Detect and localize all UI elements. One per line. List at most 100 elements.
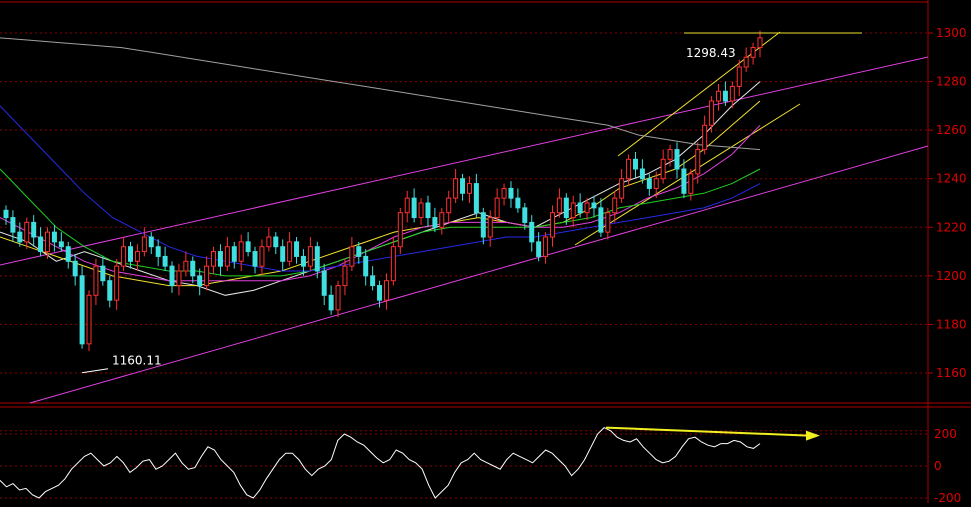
candle-body-85 <box>591 202 597 209</box>
candle-body-25 <box>176 270 182 287</box>
candle-body-80 <box>556 197 562 214</box>
candle-body-59 <box>411 197 417 219</box>
candle-body-81 <box>563 197 569 219</box>
candle-body-32 <box>224 246 230 267</box>
candle-body-104 <box>722 90 728 102</box>
candle-body-37 <box>259 246 265 267</box>
candle-46 <box>321 263 327 305</box>
candle-85 <box>591 195 597 218</box>
candle-70 <box>487 210 493 247</box>
candle-8 <box>58 232 64 252</box>
candle-17 <box>121 237 127 271</box>
candle-body-15 <box>107 280 113 301</box>
candle-29 <box>204 256 210 291</box>
candle-106 <box>736 59 742 97</box>
candle-87 <box>605 207 611 240</box>
candle-body-109 <box>757 37 763 49</box>
candle-body-84 <box>584 202 590 214</box>
candle-11 <box>79 266 85 349</box>
candle-body-61 <box>425 202 431 219</box>
candle-76 <box>529 215 535 252</box>
candle-31 <box>217 244 223 276</box>
candle-body-20 <box>141 236 147 253</box>
candle-body-40 <box>280 246 286 262</box>
y-tick-label-1240: 1240 <box>936 172 967 186</box>
candle-body-49 <box>342 265 348 287</box>
candle-body-73 <box>508 187 514 199</box>
candle-4 <box>31 215 37 247</box>
candle-59 <box>411 188 417 223</box>
candle-body-51 <box>356 246 362 257</box>
candle-72 <box>501 183 507 206</box>
candle-body-2 <box>17 231 23 243</box>
channel-upper-line <box>0 56 929 266</box>
candle-77 <box>536 232 542 262</box>
candle-98 <box>681 159 687 199</box>
candle-104 <box>722 81 728 106</box>
divergence-arrow-line <box>605 426 809 437</box>
sub-tick-label-200: 200 <box>934 427 957 441</box>
trend-channel <box>0 31 929 404</box>
candle-28 <box>197 268 203 296</box>
candle-body-102 <box>709 100 715 126</box>
candle-15 <box>107 275 113 308</box>
candle-body-93 <box>646 178 652 189</box>
candle-75 <box>522 203 528 230</box>
candle-body-106 <box>736 66 742 87</box>
candle-63 <box>439 207 445 235</box>
candle-body-98 <box>681 168 687 194</box>
candle-body-88 <box>612 197 618 214</box>
candle-body-1 <box>10 217 16 233</box>
candle-45 <box>314 241 320 279</box>
candle-105 <box>729 81 735 109</box>
candle-73 <box>508 181 514 208</box>
candle-body-9 <box>65 246 71 262</box>
candle-body-62 <box>432 217 438 228</box>
candle-26 <box>183 251 189 276</box>
candle-67 <box>466 176 472 203</box>
candle-body-24 <box>169 265 175 287</box>
candle-body-21 <box>148 236 154 248</box>
candle-body-22 <box>155 246 161 257</box>
candle-body-39 <box>273 236 279 248</box>
y-tick-label-1160: 1160 <box>936 366 967 380</box>
candle-49 <box>342 258 348 296</box>
candle-body-26 <box>183 260 189 272</box>
candle-56 <box>390 237 396 286</box>
moving-average-lines <box>0 37 761 296</box>
candle-20 <box>141 227 147 257</box>
candle-58 <box>404 190 410 223</box>
candle-body-12 <box>86 294 92 345</box>
candle-body-74 <box>515 197 521 209</box>
candle-body-66 <box>460 178 466 194</box>
candle-22 <box>155 239 161 267</box>
candle-79 <box>549 205 555 247</box>
candle-body-79 <box>549 212 555 238</box>
cci-line <box>0 426 761 499</box>
y-tick-label-1200: 1200 <box>936 269 967 283</box>
candle-body-45 <box>314 246 320 272</box>
candle-body-92 <box>639 168 645 180</box>
candle-body-43 <box>300 255 306 267</box>
low-marker-line <box>81 368 109 374</box>
ma-line-1 <box>0 100 761 287</box>
candle-0 <box>3 205 9 225</box>
candle-88 <box>612 190 618 223</box>
y-tick-label-1300: 1300 <box>936 26 967 40</box>
sub-tick-label--200: -200 <box>934 491 961 503</box>
candle-109 <box>757 30 763 58</box>
candle-35 <box>245 232 251 257</box>
candle-24 <box>169 261 175 293</box>
candle-body-50 <box>349 246 355 267</box>
candle-body-31 <box>217 251 223 267</box>
candle-83 <box>577 193 583 218</box>
candle-43 <box>300 249 306 276</box>
candle-19 <box>134 244 140 271</box>
candle-92 <box>639 159 645 184</box>
candle-69 <box>480 207 486 245</box>
candle-body-41 <box>287 241 293 262</box>
candle-23 <box>162 246 168 271</box>
candle-body-30 <box>211 251 217 267</box>
candle-44 <box>307 237 313 271</box>
candle-68 <box>473 173 479 218</box>
